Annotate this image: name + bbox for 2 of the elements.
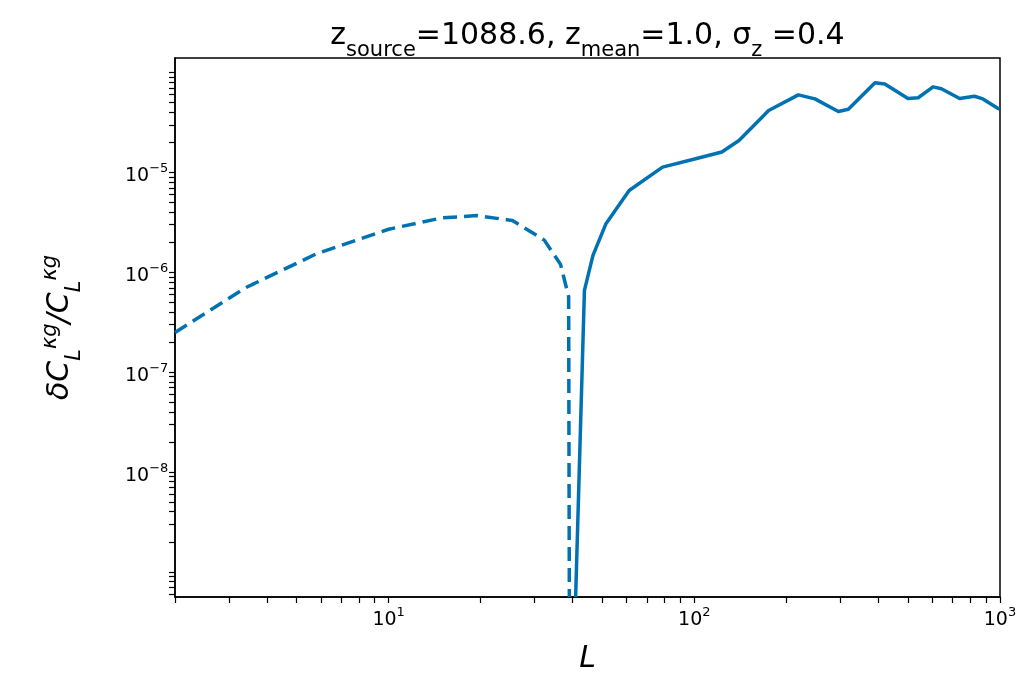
- chart-title: z$_{source}$=1088.6, z$_{mean}$=1.0, σ$_{z}$ =0.4: [330, 16, 845, 61]
- x-axis-title: L: [579, 639, 596, 674]
